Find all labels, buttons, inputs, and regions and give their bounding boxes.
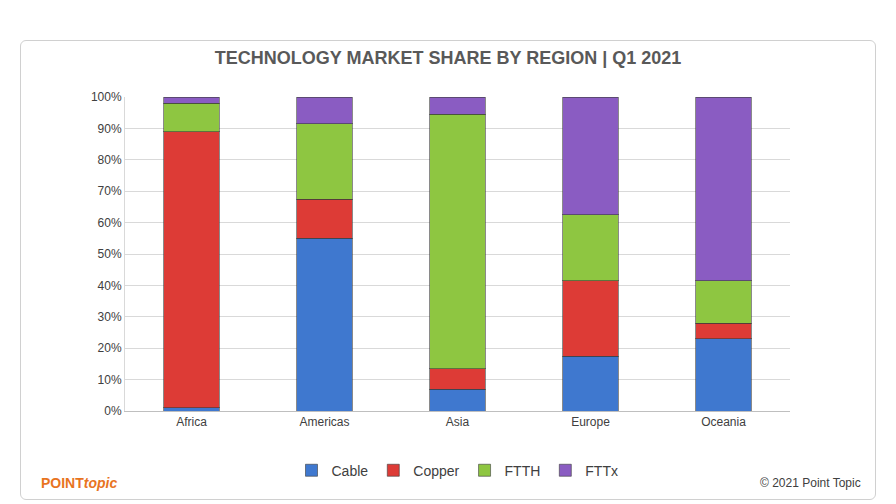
svg-text:POINTtopic: POINTtopic: [41, 475, 117, 491]
svg-text:80%: 80%: [98, 153, 122, 167]
svg-text:30%: 30%: [98, 310, 122, 324]
svg-text:Cable: Cable: [332, 463, 369, 479]
svg-text:Europe: Europe: [571, 415, 610, 429]
svg-text:70%: 70%: [98, 184, 122, 198]
svg-text:0%: 0%: [104, 404, 122, 418]
svg-text:100%: 100%: [91, 90, 122, 104]
svg-text:Oceania: Oceania: [701, 415, 746, 429]
svg-text:60%: 60%: [98, 216, 122, 230]
svg-text:Africa: Africa: [176, 415, 207, 429]
svg-text:20%: 20%: [98, 341, 122, 355]
svg-text:TECHNOLOGY MARKET SHARE BY REG: TECHNOLOGY MARKET SHARE BY REGION | Q1 2…: [215, 48, 681, 68]
svg-text:Asia: Asia: [446, 415, 470, 429]
svg-text:Copper: Copper: [413, 463, 459, 479]
svg-text:40%: 40%: [98, 279, 122, 293]
svg-text:50%: 50%: [98, 247, 122, 261]
svg-text:90%: 90%: [98, 122, 122, 136]
svg-text:10%: 10%: [98, 373, 122, 387]
svg-text:FTTH: FTTH: [505, 463, 541, 479]
svg-text:Americas: Americas: [299, 415, 349, 429]
svg-text:FTTx: FTTx: [585, 463, 618, 479]
svg-text:© 2021 Point Topic: © 2021 Point Topic: [760, 476, 861, 490]
